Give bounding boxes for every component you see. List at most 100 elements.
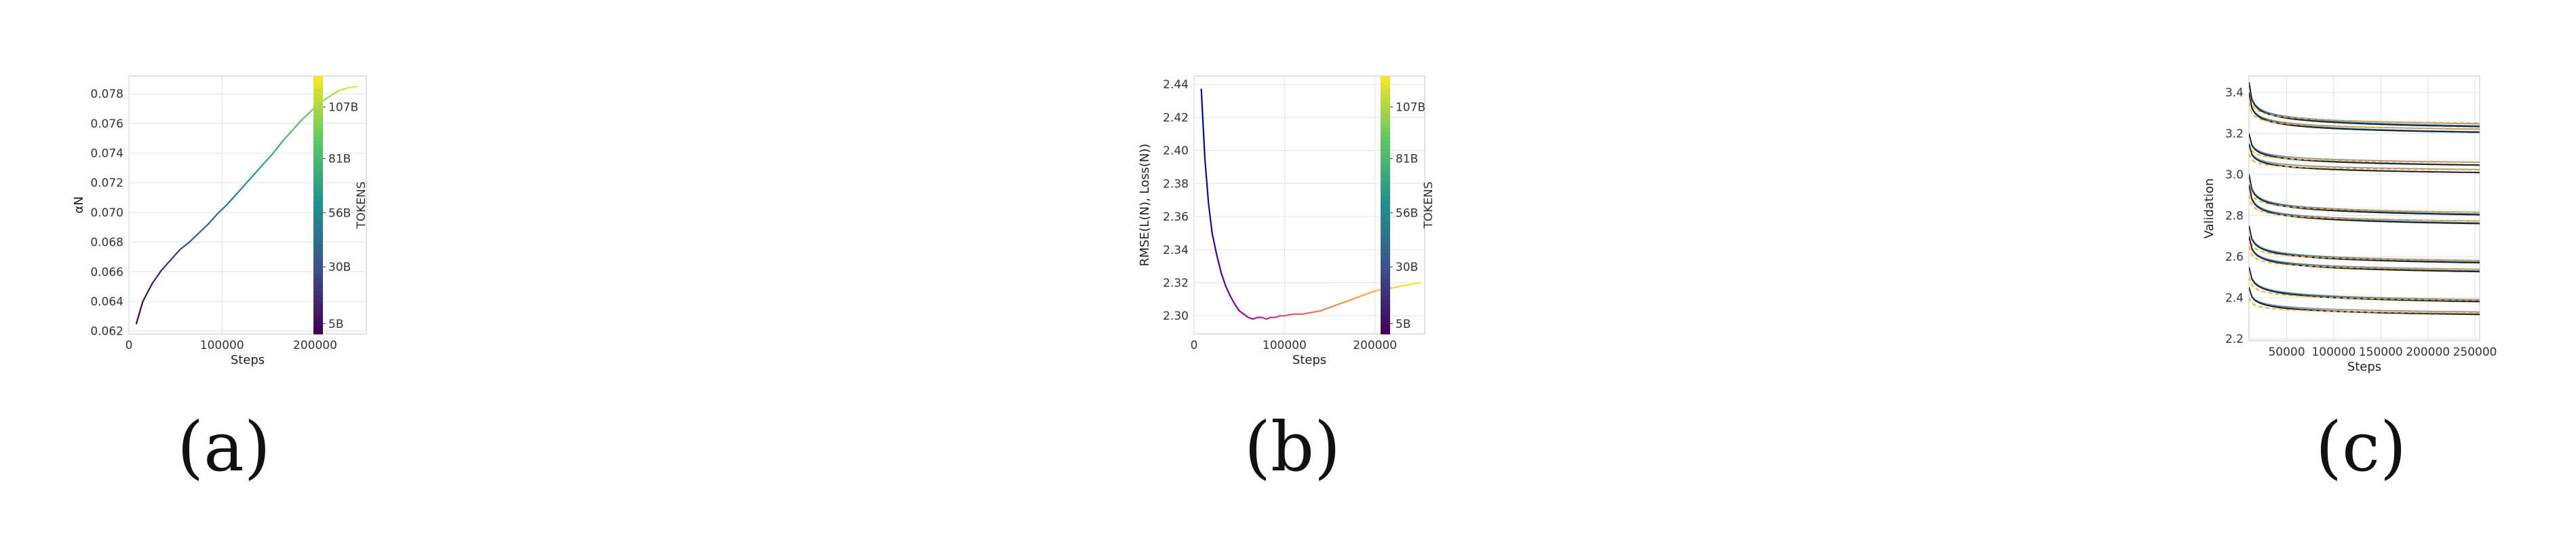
colorbar-segment	[1381, 226, 1390, 231]
colorbar-segment	[1381, 291, 1390, 296]
colorbar-segment	[313, 213, 323, 219]
rmse-series-segment	[1311, 310, 1322, 314]
y-tick-label: 0.068	[90, 236, 123, 250]
colorbar-segment	[313, 106, 323, 111]
colorbar-segment	[1381, 170, 1390, 176]
colorbar-segment	[313, 244, 323, 248]
y-tick-label: 0.076	[90, 117, 123, 131]
colorbar-segment	[313, 187, 323, 193]
colorbar-segment	[1381, 141, 1390, 145]
x-tick-label: 0	[126, 339, 133, 352]
x-tick-label: 100000	[2311, 346, 2356, 359]
colorbar-segment	[313, 166, 323, 171]
colorbar-tick-label: 81B	[328, 153, 351, 166]
colorbar-segment	[1381, 174, 1390, 180]
colorbar-segment	[313, 308, 323, 313]
colorbar-segment	[313, 170, 323, 176]
colorbar-segment	[1381, 80, 1390, 86]
y-tick-label: 0.078	[90, 88, 123, 101]
colorbar-segment	[313, 261, 323, 266]
dashed-curve	[2249, 276, 2480, 301]
y-tick-label: 0.072	[90, 176, 123, 190]
colorbar-segment	[313, 162, 323, 167]
colorbar-segment	[1381, 209, 1390, 214]
colorbar-segment	[313, 153, 323, 158]
x-axis-label: Steps	[231, 353, 265, 367]
colorbar-tick-label: 56B	[328, 206, 351, 220]
y-tick-label: 2.34	[1163, 244, 1189, 257]
colorbar-segment	[313, 303, 323, 309]
colorbar-segment	[313, 123, 323, 128]
dashed-curve	[2249, 236, 2480, 261]
caption-b: (b)	[1244, 407, 1341, 487]
colorbar-tick-label: 56B	[1396, 206, 1418, 220]
dashed-curve	[2249, 92, 2480, 124]
x-tick-label: 250000	[2453, 346, 2497, 359]
colorbar-segment	[313, 252, 323, 257]
colorbar-segment	[313, 286, 323, 292]
alpha-series-segment	[328, 90, 339, 98]
chart-panel-c: 50000 100000 150000 200000 250000 2.2 2.4 2.6 2.…	[2198, 0, 2510, 380]
y-tick-label: 2.6	[2225, 250, 2244, 264]
colorbar-segment	[1381, 274, 1390, 279]
alt-curve	[2249, 287, 2480, 313]
rmse-series-segment	[1229, 295, 1236, 305]
colorbar-segment	[1381, 231, 1390, 236]
y-tick-label: 3.0	[2225, 168, 2244, 182]
colorbar-segment	[1381, 89, 1390, 94]
rmse-series-segment	[1320, 306, 1331, 312]
colorbar-segment	[1381, 179, 1390, 184]
rmse-series-segment	[1233, 303, 1240, 312]
chart-b: 0 100000 200000 2.30 2.32 2.34 2.36 2.38 2.40 2.4…	[1138, 75, 1436, 367]
y-tick-label: 2.30	[1163, 310, 1189, 323]
dashed-curve	[2249, 297, 2480, 314]
fit-curve	[2249, 81, 2480, 128]
alpha-series-segment	[235, 183, 246, 195]
colorbar-segment	[313, 312, 323, 318]
colorbar-segment	[1381, 295, 1390, 300]
rmse-series-segment	[1265, 316, 1272, 320]
colorbar-segment	[1381, 153, 1390, 158]
colorbar-segment	[1381, 166, 1390, 171]
y-tick-label: 0.066	[90, 265, 123, 279]
y-tick-label: 2.42	[1163, 111, 1189, 125]
colorbar-segment	[1381, 93, 1390, 98]
rmse-series-segment	[1328, 303, 1340, 309]
colorbar-segment	[313, 141, 323, 145]
y-tick-label: 0.074	[90, 147, 123, 161]
fit-curve	[2249, 236, 2480, 273]
alpha-series-segment	[142, 282, 153, 303]
colorbar-segment	[1381, 76, 1390, 81]
rmse-series-segment	[1301, 312, 1313, 315]
y-axis-label: αN	[72, 196, 86, 213]
rmse-series-segment	[1211, 232, 1218, 256]
colorbar-segment	[1381, 213, 1390, 219]
alpha-series-segment	[160, 259, 172, 272]
colorbar-segment	[313, 269, 323, 274]
colorbar-segment	[1381, 123, 1390, 128]
y-tick-label: 2.2	[2225, 333, 2244, 346]
alpha-series-segment	[179, 241, 191, 250]
colorbar-segment	[313, 226, 323, 231]
y-tick-label: 0.070	[90, 206, 123, 220]
colorbar-segment	[313, 222, 323, 227]
colorbar-segment	[313, 257, 323, 261]
rmse-series-segment	[1200, 88, 1206, 160]
alpha-series-segment	[170, 248, 181, 261]
colorbar-segment	[1381, 265, 1390, 270]
colorbar-label: TOKENS	[355, 181, 368, 229]
colorbar-tick-label: 5B	[328, 318, 343, 331]
alpha-series-segment	[291, 119, 303, 132]
colorbar-segment	[1381, 205, 1390, 210]
chart-a: 0 100000 200000 0.062 0.064 0.066 0.068 0.070 0.…	[72, 75, 368, 367]
rmse-series-segment	[1274, 315, 1281, 318]
colorbar-segment	[1381, 110, 1390, 115]
rmse-series-segment	[1261, 316, 1267, 320]
colorbar-segment	[1381, 157, 1390, 163]
colorbar-segment	[1381, 257, 1390, 261]
fit-curve	[2249, 287, 2480, 316]
colorbar-segment	[1381, 312, 1390, 318]
alpha-series-segment	[151, 269, 163, 284]
colorbar-segment	[1381, 299, 1390, 305]
colorbar-segment	[1381, 192, 1390, 197]
